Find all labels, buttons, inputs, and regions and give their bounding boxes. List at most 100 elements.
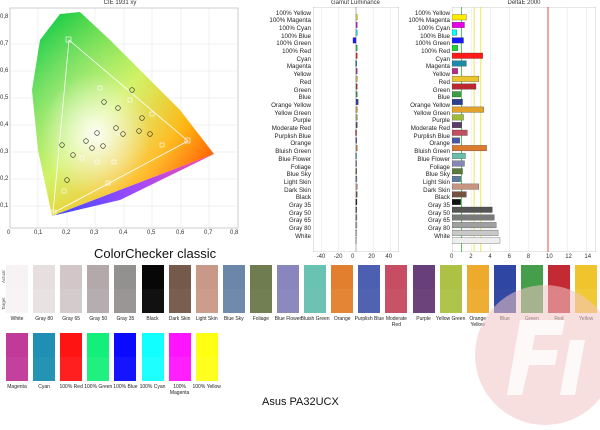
luminance-bar — [355, 68, 358, 75]
color-swatch — [412, 265, 435, 313]
deltae-bar — [452, 114, 464, 121]
luminance-bar — [355, 145, 358, 152]
luminance-bar — [355, 52, 358, 59]
luminance-row-label: Purple — [293, 117, 311, 125]
deltae-row-label: Gray 65 — [427, 217, 450, 225]
deltae-bar — [452, 14, 467, 21]
cie-y-tick: 0,8 — [0, 14, 9, 20]
cie-x-tick: 0 — [7, 230, 11, 236]
swatch-label: Blue Sky — [223, 316, 244, 322]
colorchecker-title: ColorChecker classic — [94, 246, 217, 261]
luminance-tick: 20 — [368, 254, 375, 260]
color-swatch — [195, 333, 218, 381]
color-swatch — [87, 333, 110, 381]
luminance-row-label: 100% Magenta — [269, 17, 311, 25]
cie-y-tick: 0,2 — [0, 176, 9, 182]
deltae-tick: 10 — [546, 254, 553, 260]
luminance-bar — [355, 160, 358, 167]
swatch-label: 100% Red — [59, 384, 83, 390]
color-swatch — [222, 265, 245, 313]
deltae-row-label: White — [434, 232, 450, 240]
cie-y-tick: 0,4 — [0, 122, 9, 128]
luminance-bar — [355, 114, 358, 121]
deltae-row-label: 100% Blue — [420, 32, 450, 40]
luminance-row-label: Magenta — [286, 63, 311, 71]
deltae-row-label: Dark Skin — [423, 186, 450, 194]
swatch-label: Gray 65 — [62, 316, 81, 322]
deltae-tick: 2 — [469, 254, 473, 260]
color-swatch — [304, 265, 327, 313]
deltae-row-label: Light Skin — [422, 178, 450, 186]
color-swatch — [249, 265, 272, 313]
deltae-row-label: Gray 35 — [427, 202, 450, 209]
luminance-row-label: 100% Red — [282, 48, 311, 55]
luminance-row-label: Yellow — [293, 71, 311, 79]
deltae-bar — [452, 206, 493, 213]
deltae-row-label: Blue — [437, 94, 450, 102]
luminance-row-label: 100% Green — [276, 40, 311, 48]
cie-x-tick: 0,2 — [62, 230, 71, 236]
luminance-row-label: Foliage — [290, 163, 311, 171]
luminance-row-label: Blue Sky — [286, 171, 311, 179]
deltae-bar — [452, 68, 458, 75]
deltae-row-label: Gray 50 — [427, 209, 450, 217]
deltae-bar — [452, 37, 464, 44]
deltae-title: DeltaE 2000 — [507, 0, 541, 6]
swatch-label: Yellow Green — [435, 316, 466, 322]
luminance-bar — [355, 191, 358, 198]
swatch-label: Orange Yellow — [469, 316, 487, 328]
deltae-bar — [452, 106, 484, 113]
color-swatch — [141, 265, 164, 313]
cie-y-tick: 0,1 — [0, 203, 9, 209]
deltae-tick: 6 — [507, 254, 511, 260]
luminance-row-label: Bluish Green — [275, 148, 311, 156]
luminance-bar — [355, 229, 358, 236]
luminance-row-label: 100% Cyan — [279, 24, 311, 32]
deltae-bar — [452, 168, 463, 175]
deltae-bar — [452, 145, 487, 152]
luminance-row-label: Blue — [298, 94, 311, 102]
deltae-bar — [452, 183, 480, 190]
luminance-bar — [355, 91, 358, 98]
luminance-bar — [355, 152, 357, 159]
color-swatch — [87, 265, 110, 313]
swatch-label: 100% Cyan — [139, 384, 166, 390]
deltae-bar — [452, 137, 460, 144]
color-swatch — [6, 265, 28, 313]
deltae-bar — [452, 152, 466, 159]
luminance-bar — [355, 99, 359, 105]
model-name: Asus PA32UCX — [262, 396, 339, 408]
luminance-row-label: Gray 35 — [288, 202, 311, 209]
cie-x-tick: 0,5 — [147, 230, 156, 236]
swatch-label: Gray 50 — [89, 316, 108, 322]
luminance-row-label: Gray 65 — [288, 217, 311, 225]
luminance-bar — [355, 106, 358, 113]
luminance-tick: -40 — [316, 254, 326, 260]
cie-x-tick: 0,7 — [204, 230, 213, 236]
luminance-bar — [352, 37, 357, 44]
deltae-bar — [452, 214, 495, 221]
color-swatch — [439, 265, 462, 313]
cie-x-tick: 0,8 — [230, 230, 239, 236]
luminance-bar — [355, 199, 358, 205]
cie-y-tick: 0,6 — [0, 68, 9, 74]
deltae-bar — [452, 52, 483, 59]
deltae-tick: 8 — [526, 254, 531, 260]
cie-title: CIE 1931 xy — [103, 0, 137, 6]
deltae-bar — [452, 222, 497, 229]
deltae-row-label: Magenta — [425, 63, 450, 71]
deltae-row-label: Blue Flower — [417, 155, 450, 163]
luminance-row-label: Purplish Blue — [274, 132, 311, 140]
luminance-row-label: Dark Skin — [284, 186, 311, 194]
swatch-label: 100% Magenta — [169, 384, 190, 396]
luminance-row-label: White — [295, 232, 311, 240]
swatch-label: Cyan — [38, 384, 50, 390]
color-swatch — [60, 265, 83, 313]
color-swatch — [168, 265, 191, 313]
luminance-title: Gamut Luminance — [330, 0, 381, 6]
luminance-tick: -20 — [333, 254, 343, 260]
luminance-row-label: Red — [299, 78, 311, 86]
deltae-chart — [452, 7, 596, 252]
luminance-bar — [355, 14, 358, 21]
luminance-row-label: Orange Yellow — [271, 101, 311, 109]
